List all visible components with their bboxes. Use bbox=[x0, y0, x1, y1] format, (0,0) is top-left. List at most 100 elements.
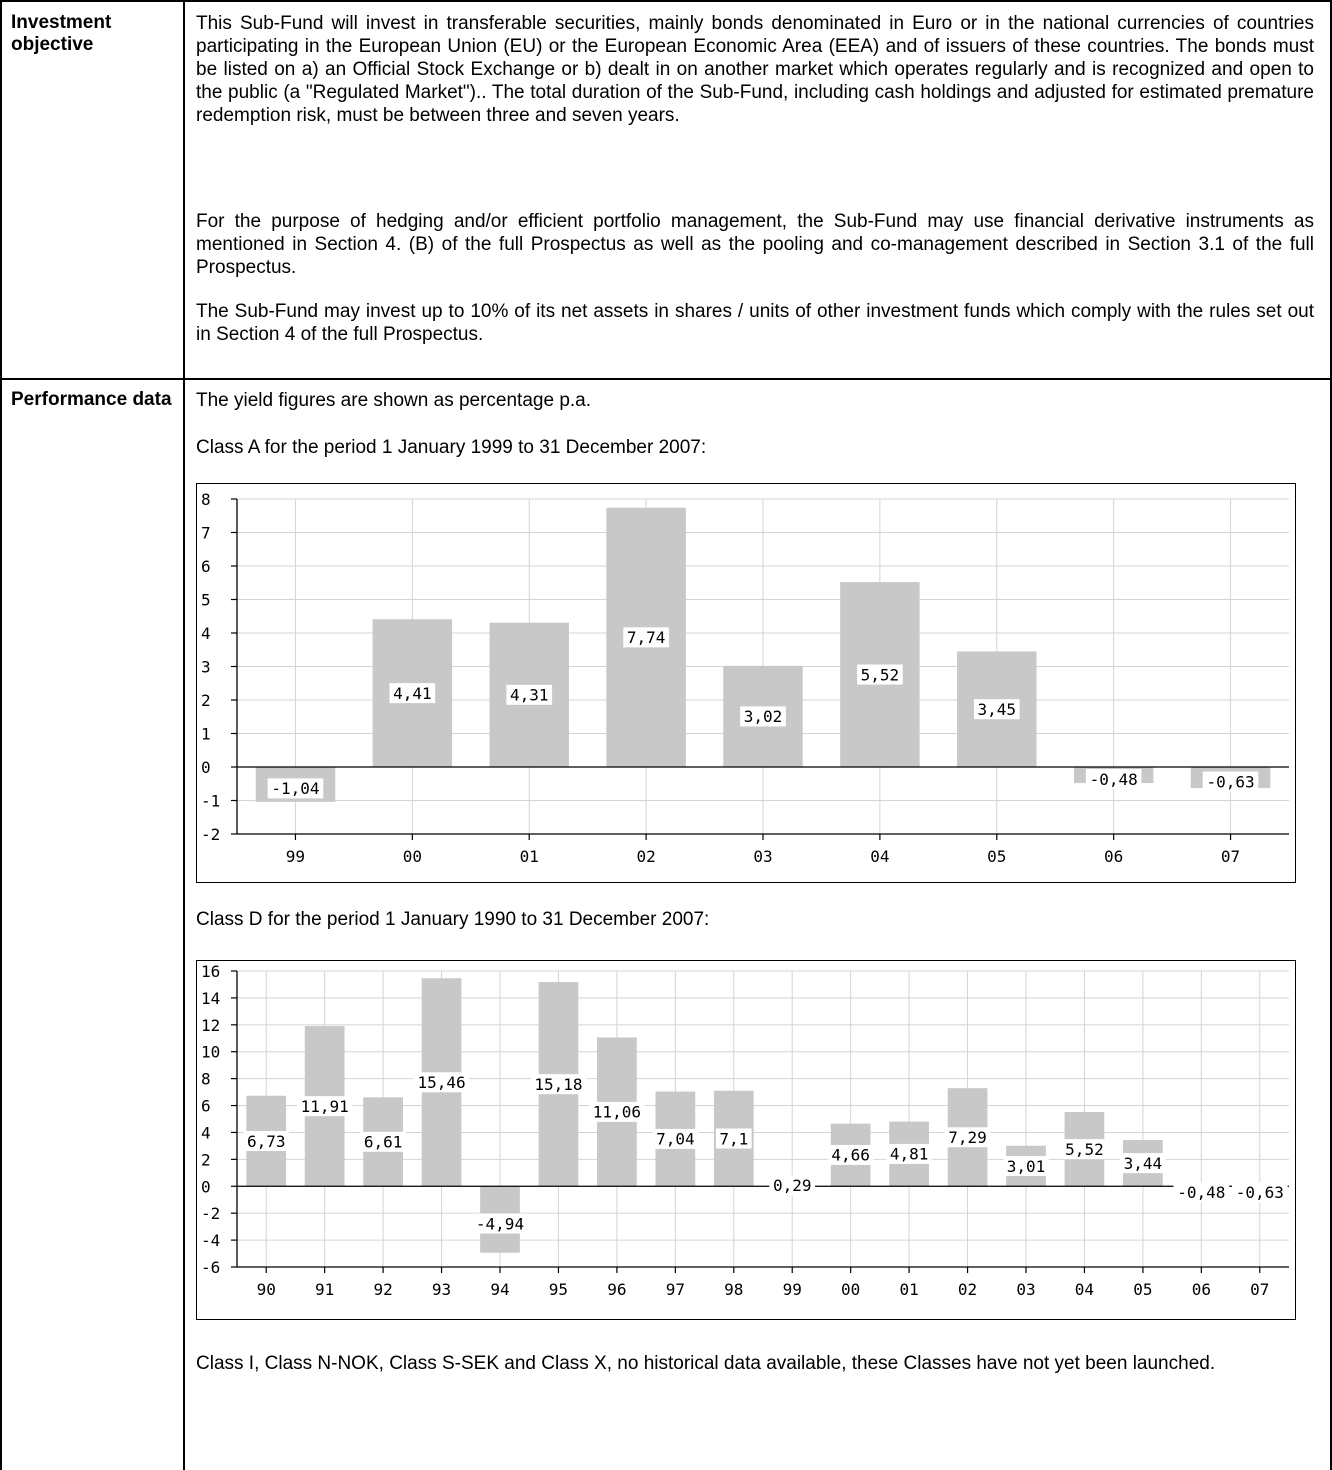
data-label-bg bbox=[827, 1144, 874, 1165]
data-label-91: 11,91 bbox=[301, 1097, 349, 1116]
data-label-bg bbox=[973, 699, 1020, 720]
y-tick-label: -4 bbox=[201, 1231, 220, 1250]
y-tick-label: -2 bbox=[201, 1204, 220, 1223]
y-tick-label: 2 bbox=[201, 691, 211, 710]
x-tick-label: 07 bbox=[1250, 1280, 1269, 1299]
data-label-bg bbox=[652, 1128, 699, 1149]
data-label-98: 7,1 bbox=[719, 1129, 748, 1148]
x-tick-label: 05 bbox=[1133, 1280, 1152, 1299]
x-tick-label: 02 bbox=[636, 847, 655, 866]
data-label-bg bbox=[472, 1213, 528, 1234]
data-label-bg bbox=[589, 1101, 645, 1122]
performance-data-label: Performance data bbox=[11, 389, 172, 410]
data-label-bg bbox=[623, 627, 669, 648]
performance-intro: The yield figures are shown as percentag… bbox=[196, 390, 592, 411]
x-tick-label: 99 bbox=[783, 1280, 802, 1299]
data-label-05: 3,44 bbox=[1124, 1154, 1163, 1173]
y-tick-label: 6 bbox=[201, 557, 211, 576]
data-label-99: 0,29 bbox=[773, 1176, 812, 1195]
x-tick-label: 01 bbox=[899, 1280, 918, 1299]
data-label-bg bbox=[886, 1143, 932, 1164]
data-label-97: 7,04 bbox=[656, 1130, 695, 1149]
data-label-96: 11,06 bbox=[593, 1103, 641, 1122]
x-tick-label: 05 bbox=[987, 847, 1006, 866]
y-tick-label: 8 bbox=[201, 490, 211, 509]
data-label-bg bbox=[506, 684, 553, 705]
x-tick-label: 01 bbox=[520, 847, 539, 866]
data-label-bg bbox=[769, 1175, 816, 1196]
x-tick-label: 03 bbox=[1016, 1280, 1035, 1299]
y-tick-label: -2 bbox=[201, 825, 220, 844]
data-label-bg bbox=[1061, 1139, 1108, 1160]
data-label-bg bbox=[413, 1072, 470, 1093]
data-label-00: 4,66 bbox=[831, 1146, 870, 1165]
data-label-01: 4,81 bbox=[890, 1145, 929, 1164]
y-tick-label: 3 bbox=[201, 658, 211, 677]
x-tick-label: 00 bbox=[403, 847, 422, 866]
x-tick-label: 92 bbox=[373, 1280, 392, 1299]
data-label-03: 3,02 bbox=[744, 707, 783, 726]
data-label-94: -4,94 bbox=[476, 1214, 524, 1233]
x-tick-label: 03 bbox=[753, 847, 772, 866]
data-label-bg bbox=[1003, 1156, 1049, 1177]
data-label-07: -0,63 bbox=[1236, 1183, 1284, 1202]
x-tick-label: 06 bbox=[1104, 847, 1123, 866]
data-label-bg bbox=[1231, 1182, 1288, 1203]
class-a-chart-svg: 8 7 6 5 4 3 2 1 0 -1 -2 99 00 01 02 03 04 05 06 07 -1,04 4,41… bbox=[201, 490, 1289, 866]
y-tick-label: 8 bbox=[201, 1070, 211, 1089]
data-label-06: -0,48 bbox=[1177, 1183, 1225, 1202]
data-label-bg bbox=[296, 1096, 353, 1117]
y-tick-label: 0 bbox=[201, 1177, 211, 1196]
class-d-chart-svg: 16 14 12 10 8 6 4 2 0 -2 -4 -6 90 91 92 93 94 95 96 97 98 99 0… bbox=[201, 962, 1289, 1299]
class-d-caption: Class D for the period 1 January 1990 to… bbox=[196, 909, 710, 930]
x-tick-label: 04 bbox=[870, 847, 889, 866]
y-tick-label: 1 bbox=[201, 725, 211, 744]
data-label-bg bbox=[1120, 1153, 1166, 1174]
y-tick-label: 12 bbox=[201, 1016, 220, 1035]
data-label-95: 15,18 bbox=[534, 1075, 582, 1094]
x-tick-label: 02 bbox=[958, 1280, 977, 1299]
y-tick-label: 0 bbox=[201, 758, 211, 777]
data-label-02: 7,74 bbox=[627, 628, 666, 647]
y-tick-label: 16 bbox=[201, 962, 220, 981]
investment-objective-paragraph-3: The Sub-Fund may invest up to 10% of its… bbox=[196, 301, 1314, 345]
data-label-04: 5,52 bbox=[1065, 1140, 1104, 1159]
data-label-bg bbox=[389, 683, 436, 704]
data-label-bg bbox=[715, 1128, 752, 1149]
class-a-chart: 8 7 6 5 4 3 2 1 0 -1 -2 99 00 01 02 03 04 05 06 07 -1,04 4,41… bbox=[196, 483, 1296, 883]
data-label-bg bbox=[360, 1131, 406, 1152]
data-label-bg bbox=[857, 664, 903, 685]
table-border-right bbox=[1330, 0, 1332, 1470]
investment-objective-paragraph-1: This Sub-Fund will invest in transferabl… bbox=[196, 13, 1314, 126]
data-label-90: 6,73 bbox=[247, 1132, 286, 1151]
x-tick-label: 96 bbox=[607, 1280, 626, 1299]
investment-objective-label: Investment objective bbox=[11, 12, 112, 55]
y-tick-label: 2 bbox=[201, 1150, 211, 1169]
y-tick-label: 5 bbox=[201, 591, 211, 610]
no-data-footer: Class I, Class N-NOK, Class S-SEK and Cl… bbox=[196, 1353, 1216, 1374]
data-label-bg bbox=[243, 1130, 290, 1151]
data-label-00: 4,41 bbox=[393, 684, 432, 703]
x-tick-label: 90 bbox=[257, 1280, 276, 1299]
data-label-04: 5,52 bbox=[861, 665, 900, 684]
y-tick-label: 4 bbox=[201, 624, 211, 643]
table-row-divider bbox=[0, 378, 1332, 380]
x-tick-label: 98 bbox=[724, 1280, 743, 1299]
table-border-top bbox=[0, 0, 1332, 2]
y-tick-label: -1 bbox=[201, 792, 220, 811]
x-tick-label: 07 bbox=[1221, 847, 1240, 866]
data-label-07: -0,63 bbox=[1206, 772, 1254, 791]
x-tick-label: 97 bbox=[666, 1280, 685, 1299]
y-tick-label: 10 bbox=[201, 1043, 220, 1062]
data-label-99: -1,04 bbox=[271, 779, 319, 798]
y-tick-label: 6 bbox=[201, 1097, 211, 1116]
data-label-bg bbox=[1202, 771, 1259, 792]
data-label-bg bbox=[1085, 769, 1142, 790]
data-label-01: 4,31 bbox=[510, 686, 549, 705]
class-a-caption: Class A for the period 1 January 1999 to… bbox=[196, 437, 707, 458]
data-label-bg bbox=[530, 1074, 587, 1095]
x-tick-label: 06 bbox=[1192, 1280, 1211, 1299]
x-tick-label: 94 bbox=[490, 1280, 509, 1299]
data-label-06: -0,48 bbox=[1090, 770, 1138, 789]
